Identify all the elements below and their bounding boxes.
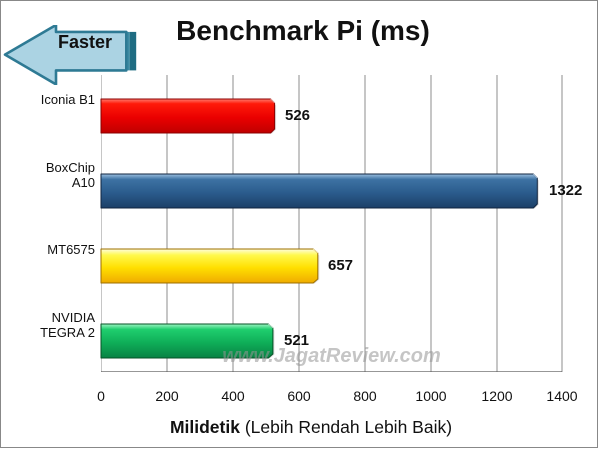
svg-text:1200: 1200 [481, 388, 512, 404]
svg-text:Faster: Faster [58, 32, 112, 52]
svg-text:1400: 1400 [546, 388, 577, 404]
svg-text:400: 400 [221, 388, 245, 404]
svg-text:1000: 1000 [415, 388, 446, 404]
svg-text:0: 0 [97, 388, 105, 404]
svg-text:600: 600 [287, 388, 311, 404]
svg-text:200: 200 [155, 388, 179, 404]
svg-text:800: 800 [353, 388, 377, 404]
